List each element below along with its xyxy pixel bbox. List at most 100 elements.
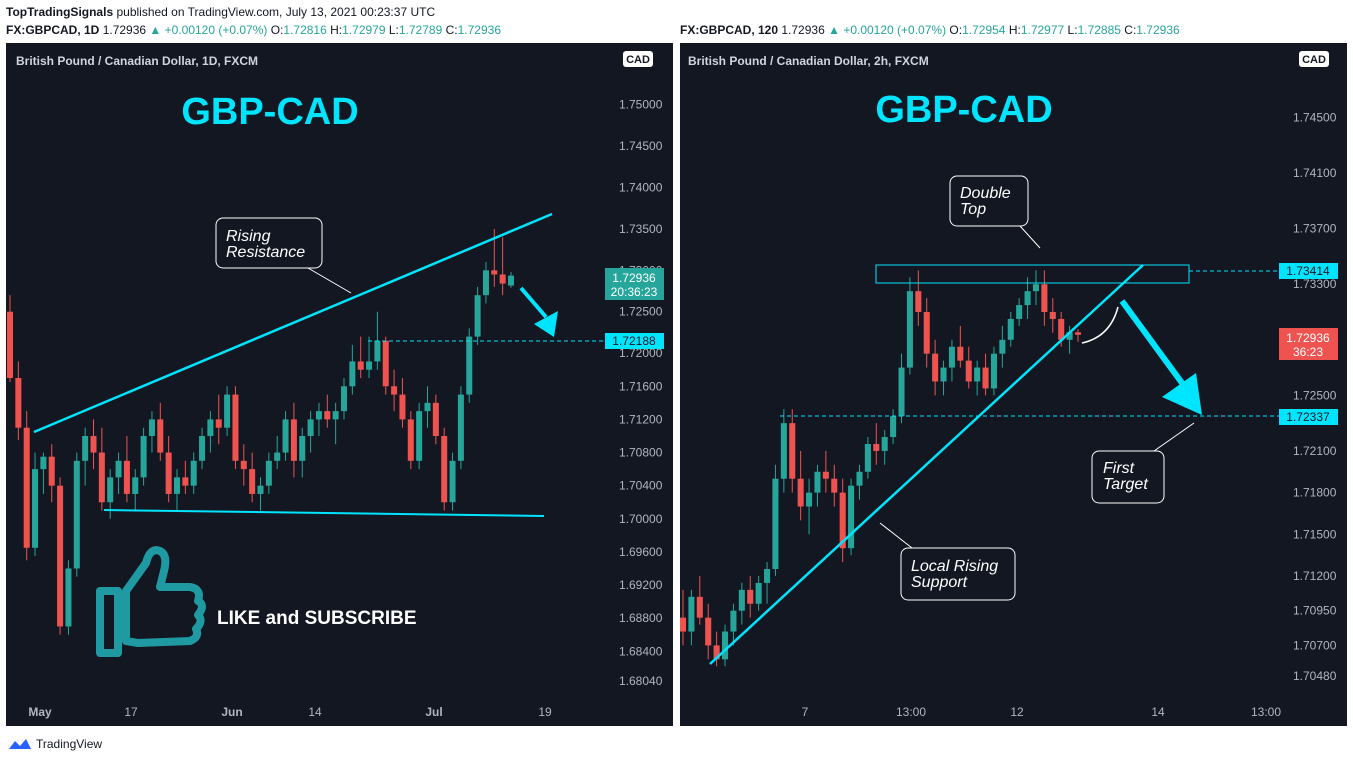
level-price-label-left: 1.72188	[605, 333, 664, 349]
candle-body	[315, 411, 322, 420]
double-top-callout[interactable]: Double Top	[949, 175, 1041, 249]
right-overlay-title: GBP-CAD	[875, 89, 1052, 131]
candle-body	[848, 485, 855, 549]
first-target-callout[interactable]: First Target	[1091, 422, 1195, 504]
currency-badge-left-text: CAD	[626, 54, 650, 66]
y-tick-label: 1.71800	[1293, 486, 1337, 500]
candle-body	[730, 610, 737, 632]
candle-body	[190, 460, 197, 486]
right-price-axis: 1.74500 1.74100 1.73700 1.73300 1.72500 1.721…	[1293, 111, 1337, 683]
candle-body	[982, 367, 989, 389]
candle-body	[407, 419, 414, 461]
candle-body	[65, 568, 72, 627]
candle-body	[73, 460, 80, 569]
y-tick-label: 1.68800	[619, 611, 663, 625]
candle-body	[82, 435, 89, 461]
y-tick-label: 1.75000	[619, 98, 663, 112]
y-tick-label: 1.71200	[1293, 569, 1337, 583]
last-price-label-right: 1.72936 36:23	[1279, 328, 1338, 360]
currency-badge-right[interactable]	[1299, 51, 1329, 67]
legend-right-symbol: FX:GBPCAD, 120	[680, 23, 779, 37]
candle-body	[265, 460, 272, 486]
daily-candlestick-chart[interactable]: British Pound / Canadian Dollar, 1D, FXC…	[6, 43, 673, 726]
double-top-zone[interactable]	[875, 264, 1190, 284]
candle-body	[890, 416, 897, 438]
candle-body	[1016, 305, 1023, 319]
currency-badge-left[interactable]	[623, 51, 653, 67]
candle-body	[680, 617, 687, 632]
candle-body	[721, 631, 729, 660]
x-tick-label: 19	[538, 705, 552, 719]
candle-body	[932, 353, 939, 382]
two-hour-candlestick-chart[interactable]: British Pound / Canadian Dollar, 2h, FXC…	[680, 43, 1347, 726]
y-tick-label: 1.69200	[619, 578, 663, 592]
legend-right-low: 1.72885	[1077, 23, 1121, 37]
x-tick-label: 13:00	[896, 705, 926, 719]
candle-body	[705, 617, 712, 646]
candle-body	[90, 435, 97, 453]
legend-right-last: 1.72936	[781, 23, 825, 37]
candle-body	[249, 469, 256, 494]
candle-body	[290, 419, 297, 461]
candle-body	[441, 435, 448, 503]
publish-line: TopTradingSignals published on TradingVi…	[6, 5, 435, 19]
local-support-callout[interactable]: Local Rising Support	[879, 522, 1016, 601]
left-time-axis: May 17 Jun 14 Jul 19	[28, 705, 552, 719]
candle-body	[307, 419, 314, 436]
candle-body	[474, 295, 481, 337]
candle-body	[157, 419, 164, 453]
candle-body	[881, 437, 888, 451]
last-price-label-left: 1.72936 20:36:23	[605, 268, 664, 300]
candle-body	[747, 589, 754, 604]
candle-body	[856, 471, 863, 486]
candle-body	[755, 582, 762, 604]
candle-body	[199, 435, 206, 461]
tradingview-footer[interactable]: TradingView	[8, 735, 102, 753]
x-tick-label: 14	[1151, 705, 1165, 719]
local-rising-support-line[interactable]	[709, 264, 1144, 665]
candle-body	[990, 353, 997, 389]
callout-support-line1: Local Rising	[911, 558, 998, 575]
candle-body	[57, 485, 64, 627]
legend-left-symbol: FX:GBPCAD, 1D	[6, 23, 100, 37]
candle-body	[140, 435, 147, 478]
callout-support-line2: Support	[911, 574, 968, 591]
candle-body	[40, 456, 47, 470]
y-tick-label: 1.71600	[619, 379, 663, 393]
candle-body	[32, 469, 39, 548]
y-tick-label: 1.69600	[619, 545, 663, 559]
support-line[interactable]	[103, 509, 545, 517]
callout-target-line2: Target	[1103, 476, 1148, 493]
candle-body	[391, 386, 398, 395]
level-price-value-left: 1.72188	[612, 334, 656, 348]
candle-body	[274, 452, 281, 461]
y-tick-label: 1.72500	[1293, 388, 1337, 402]
candle-body	[432, 402, 439, 436]
author-name[interactable]: TopTradingSignals	[6, 5, 114, 19]
y-tick-label: 1.71200	[619, 412, 663, 426]
bearish-arrow-icon-right	[1119, 299, 1202, 415]
y-tick-label: 1.74500	[1293, 111, 1337, 125]
candle-body	[772, 478, 779, 570]
candle-body	[132, 477, 139, 494]
y-tick-label: 1.70950	[1293, 604, 1337, 618]
candle-body	[374, 340, 381, 362]
candle-body	[324, 411, 331, 420]
y-tick-label: 1.74500	[619, 139, 663, 153]
candle-body	[957, 346, 964, 361]
candle-body	[215, 419, 222, 428]
thumbs-up-icon	[96, 546, 206, 657]
candle-body	[457, 394, 464, 461]
legend-right-close: 1.72936	[1136, 23, 1180, 37]
legend-left-high: 1.72979	[342, 23, 386, 37]
candle-body	[797, 478, 804, 507]
rising-resistance-callout[interactable]: Rising Resistance	[215, 217, 352, 294]
candle-body	[107, 477, 114, 503]
left-chart-panel[interactable]: British Pound / Canadian Dollar, 1D, FXC…	[6, 43, 673, 726]
candle-body	[688, 596, 695, 632]
right-chart-panel[interactable]: British Pound / Canadian Dollar, 2h, FXC…	[680, 43, 1347, 726]
rising-resistance-line[interactable]	[33, 212, 553, 434]
like-subscribe-text: LIKE and SUBSCRIBE	[217, 608, 417, 629]
candle-body	[906, 291, 913, 368]
candle-body	[98, 452, 105, 503]
